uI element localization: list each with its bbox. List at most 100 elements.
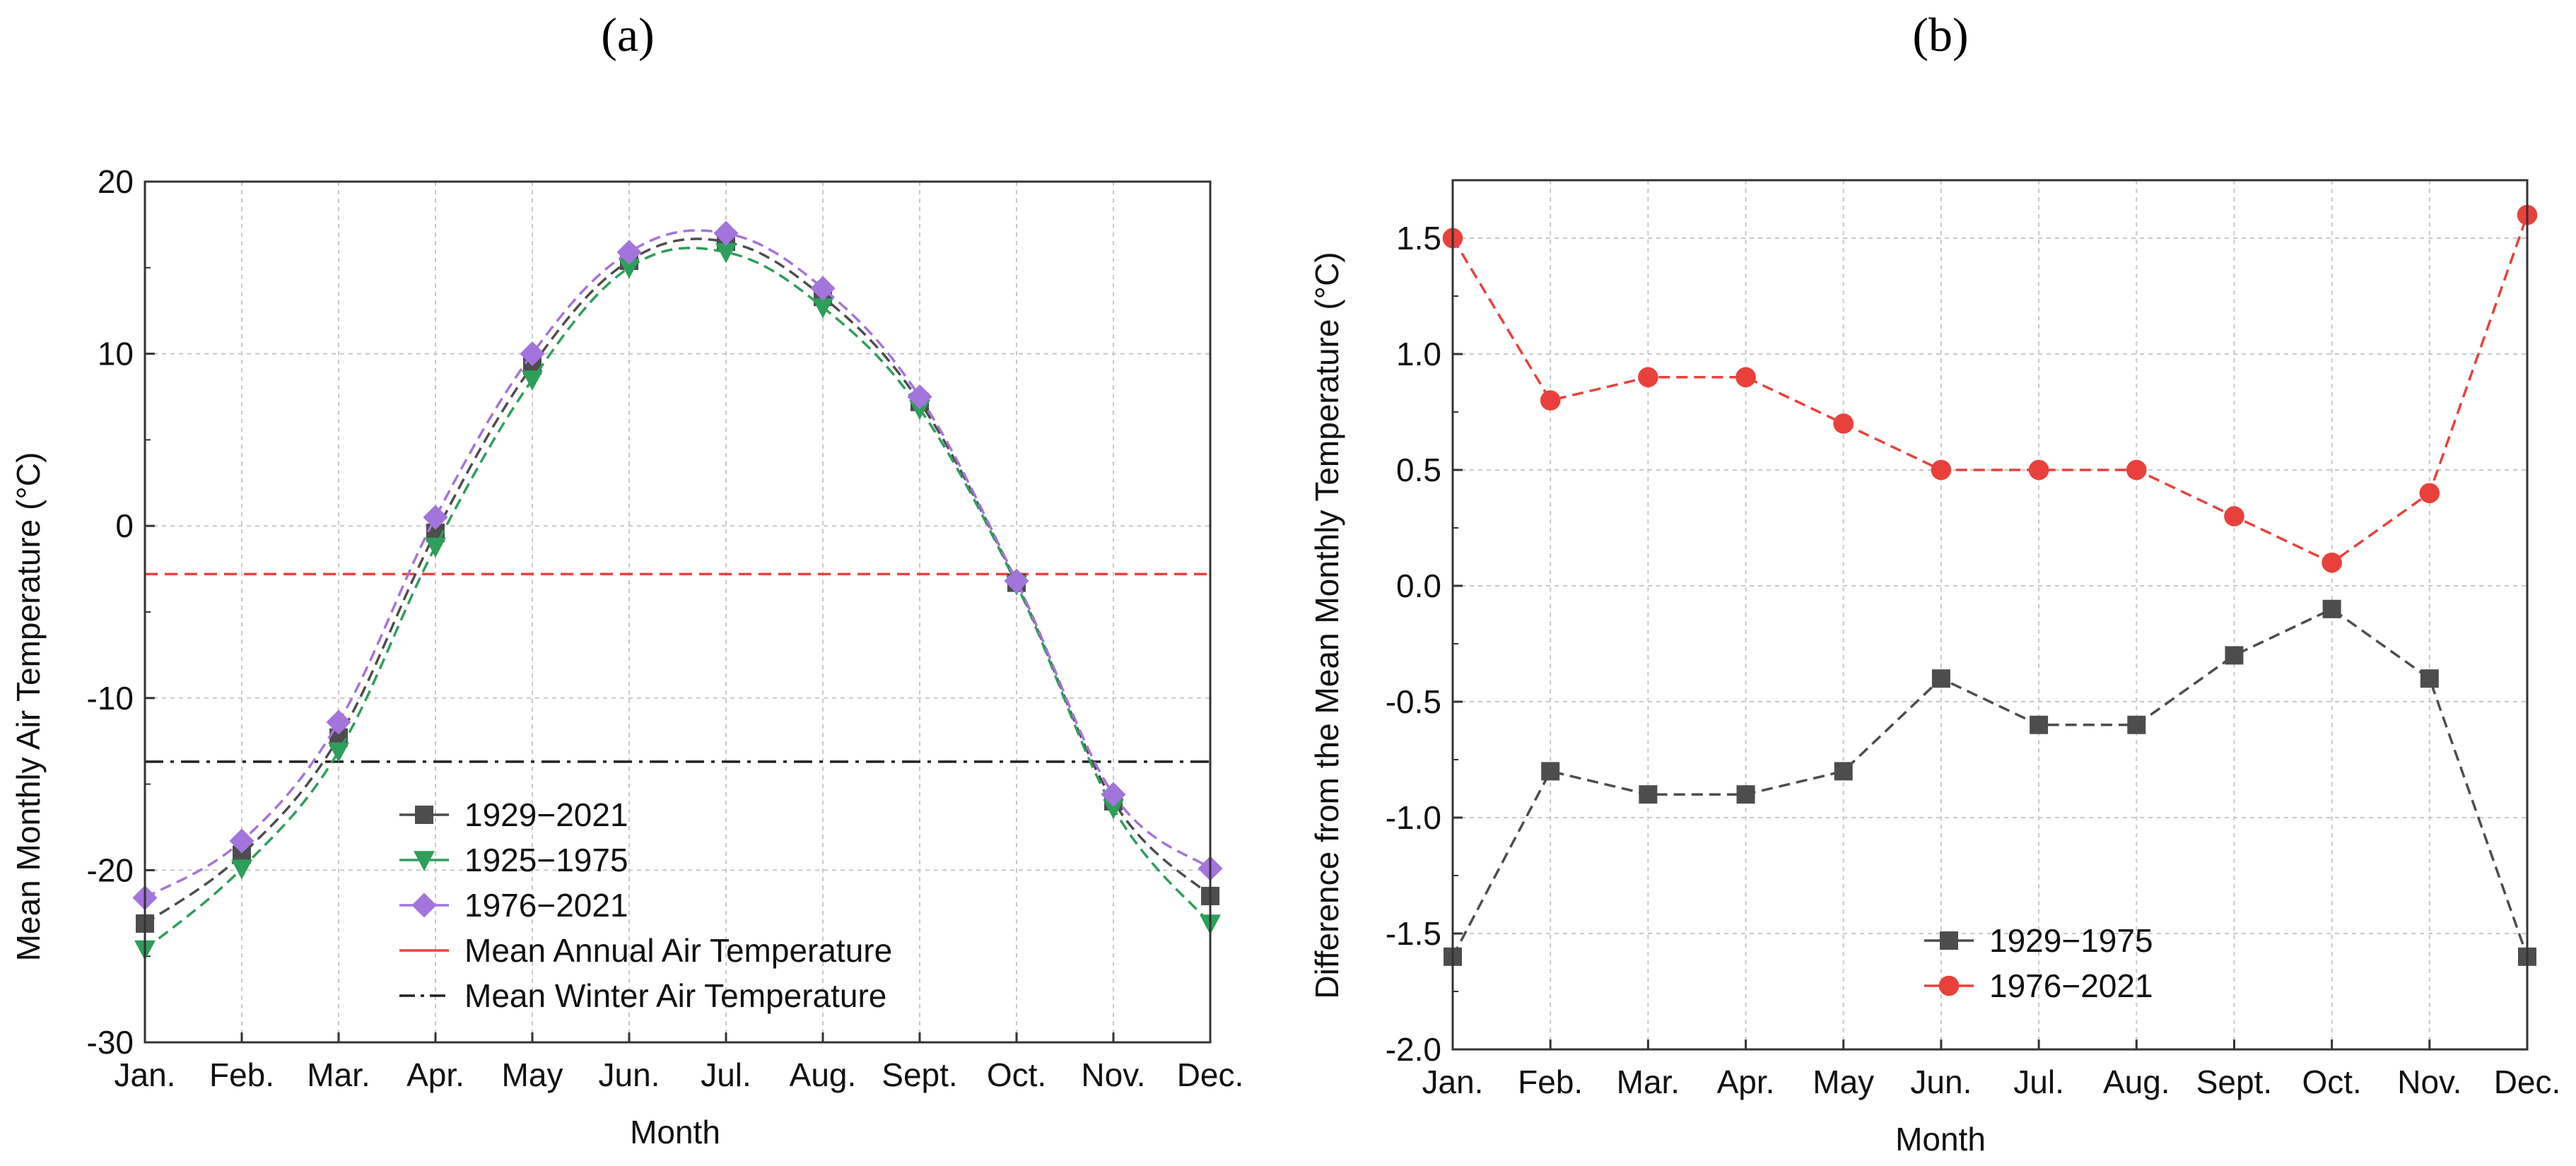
y-tick-label: -20: [87, 852, 134, 888]
data-point: [2419, 483, 2440, 504]
panel-a-ticks: Jan. Feb. Mar. Apr. May Jun. Jul. Aug. Sept. Oct.…: [87, 163, 1244, 1093]
x-tick-label: Aug.: [2103, 1064, 2170, 1100]
data-point: [812, 298, 833, 319]
data-point: [229, 828, 254, 854]
y-tick-label: 0.5: [1396, 452, 1441, 488]
x-tick-label: Jun.: [599, 1056, 660, 1093]
x-tick-label: May: [1813, 1064, 1874, 1100]
data-point: [2028, 459, 2049, 481]
panel-b-plot-frame: [1451, 179, 2529, 1051]
panel-a-plot-frame: [144, 180, 1212, 1044]
legend-item: 1929−1975: [1924, 922, 2153, 959]
data-point: [2126, 459, 2147, 481]
x-tick-label: Mar.: [307, 1056, 370, 1093]
x-tick-label: Feb.: [1518, 1064, 1583, 1100]
legend-swatch-marker: [411, 893, 437, 918]
legend-swatch-marker: [1940, 931, 1958, 950]
series-line: [1451, 607, 2529, 958]
y-tick-label: 20: [98, 163, 134, 200]
panel-a-reference-lines: [145, 572, 1210, 763]
data-point: [1931, 459, 1952, 481]
data-point: [1736, 785, 1755, 804]
data-point: [520, 341, 545, 367]
panel-b-legend: 1929−1975 1976−2021: [1924, 922, 2153, 1004]
data-point: [2322, 599, 2341, 618]
legend-label: 1976−2021: [464, 887, 628, 924]
panel-a-x-axis-title: Month: [630, 1114, 720, 1150]
panel-a-label: (a): [601, 8, 654, 61]
panel-a-legend: 1929−2021 1925−1975 1976−2021 Mean Annual A…: [399, 796, 892, 1014]
x-tick-label: Apr.: [1717, 1064, 1775, 1100]
data-point: [1735, 367, 1756, 388]
panel-a-series: [132, 220, 1223, 961]
x-tick-label: Mar.: [1617, 1064, 1680, 1100]
x-tick-label: Dec.: [2494, 1064, 2561, 1100]
legend-label: 1929−1975: [1989, 922, 2153, 959]
y-tick-label: -2.0: [1386, 1031, 1441, 1068]
legend-item: 1929−2021: [399, 796, 628, 833]
x-tick-label: Oct.: [987, 1056, 1046, 1093]
data-point: [2030, 715, 2049, 734]
y-tick-label: -1.0: [1386, 799, 1441, 836]
x-tick-label: Jul.: [2013, 1064, 2064, 1100]
data-point: [328, 742, 349, 763]
data-point: [1834, 762, 1853, 781]
data-point: [2420, 669, 2439, 688]
x-tick-label: May: [502, 1056, 563, 1093]
data-point: [1541, 762, 1560, 781]
y-tick-label: 10: [98, 336, 134, 372]
x-tick-label: Jan.: [1422, 1064, 1484, 1100]
y-tick-label: -1.5: [1386, 915, 1441, 952]
y-tick-label: -10: [87, 680, 134, 717]
y-tick-label: 1.5: [1396, 220, 1441, 257]
x-tick-label: Oct.: [2302, 1064, 2361, 1100]
data-point: [2127, 715, 2146, 734]
data-point: [619, 259, 640, 279]
panel-b-label: (b): [1912, 8, 1968, 61]
legend-item: Mean Winter Air Temperature: [399, 977, 886, 1014]
y-tick-label: 0.0: [1396, 567, 1441, 604]
data-point: [1004, 568, 1029, 594]
data-point: [425, 537, 446, 558]
x-tick-label: Sept.: [882, 1056, 957, 1093]
x-tick-label: Nov.: [2397, 1064, 2461, 1100]
legend-swatch-marker: [415, 806, 433, 824]
legend-item: 1976−2021: [399, 887, 628, 924]
legend-item: Mean Annual Air Temperature: [399, 932, 892, 969]
x-tick-label: Jul.: [701, 1056, 751, 1093]
data-point: [1540, 390, 1561, 411]
data-point: [1931, 669, 1950, 688]
legend-item: 1976−2021: [1924, 967, 2153, 1004]
series-line: [1451, 214, 2529, 565]
panel-b-ticks: Jan. Feb. Mar. Apr. May Jun. Jul. Aug. Sept. Oct.…: [1386, 220, 2561, 1100]
series-square: [1444, 599, 2536, 966]
data-point: [1638, 367, 1658, 388]
panel-b-x-axis-title: Month: [1895, 1121, 1986, 1158]
x-tick-label: Jan.: [115, 1056, 176, 1093]
data-point: [1101, 782, 1126, 807]
chart-panel-b: (b) Jan. Feb. Mar. Apr. May Jun. Jul. Aug. Sept.…: [1309, 8, 2560, 1158]
x-tick-label: Aug.: [790, 1056, 857, 1093]
legend-label: 1976−2021: [1989, 967, 2153, 1004]
panel-a-y-axis-title: Mean Monthly Air Temperature (°C): [10, 452, 47, 962]
series-diamond: [132, 220, 1223, 910]
data-point: [2225, 646, 2244, 665]
legend-swatch-marker: [414, 851, 435, 871]
legend-label: Mean Winter Air Temperature: [464, 977, 886, 1014]
x-tick-label: Dec.: [1177, 1056, 1244, 1093]
x-tick-label: Nov.: [1081, 1056, 1145, 1093]
data-point: [1639, 785, 1658, 804]
data-point: [231, 859, 252, 880]
data-point: [907, 384, 932, 410]
panel-b-y-axis-title: Difference from the Mean Monthly Tempera…: [1309, 252, 1345, 999]
data-point: [423, 505, 448, 530]
data-point: [2224, 506, 2244, 526]
data-point: [713, 220, 739, 246]
y-tick-label: 0: [115, 507, 134, 544]
x-tick-label: Sept.: [2196, 1064, 2272, 1100]
chart-panel-a: (a) Jan. Feb. Mar. Apr. May Jun. Jul. Aug. Sept.…: [10, 8, 1243, 1150]
y-tick-label: -0.5: [1386, 683, 1441, 720]
legend-item: 1925−1975: [399, 842, 628, 878]
data-point: [326, 709, 351, 735]
